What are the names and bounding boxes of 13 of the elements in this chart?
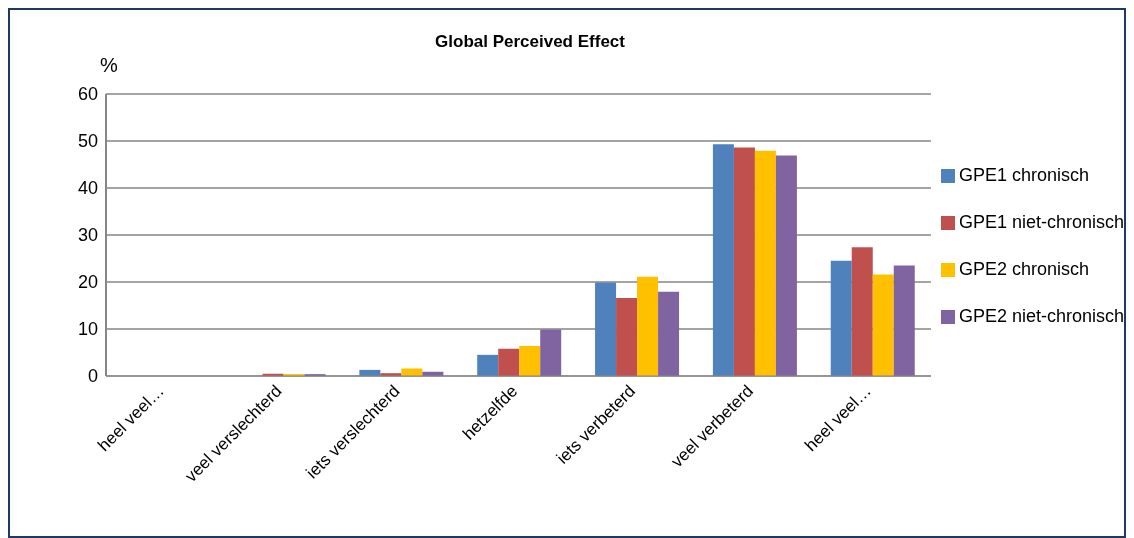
y-tick-label: 20 bbox=[77, 272, 98, 293]
y-tick-label: 40 bbox=[77, 178, 98, 199]
chart-title: Global Perceived Effect bbox=[434, 32, 626, 52]
legend-label: GPE1 niet-chronisch bbox=[958, 212, 1124, 233]
legend-label: GPE2 niet-chronisch bbox=[958, 306, 1124, 327]
y-tick-label: 50 bbox=[77, 131, 98, 152]
y-tick-label: 0 bbox=[87, 366, 98, 387]
legend-label: GPE2 chronisch bbox=[958, 259, 1089, 280]
y-axis-title: % bbox=[100, 54, 118, 77]
y-tick-label: 30 bbox=[77, 225, 98, 246]
y-tick-label: 60 bbox=[77, 84, 98, 105]
y-tick-label: 10 bbox=[77, 319, 98, 340]
legend-label: GPE1 chronisch bbox=[958, 165, 1089, 186]
